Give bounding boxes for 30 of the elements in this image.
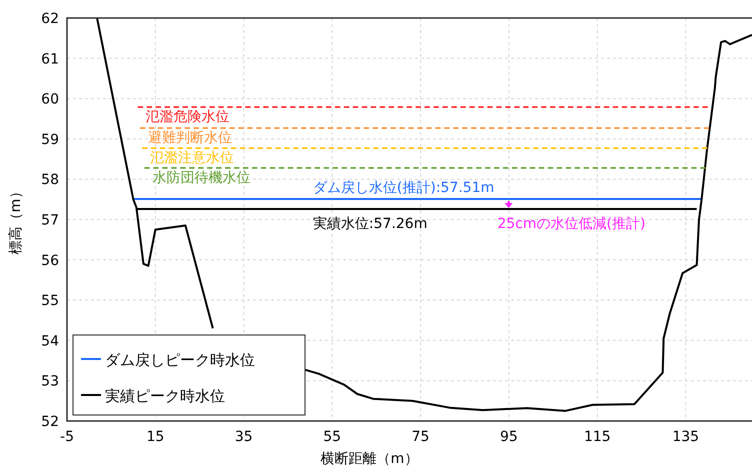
y-tick-label: 56 xyxy=(41,252,60,269)
series-label: 氾濫注意水位 xyxy=(150,150,234,166)
x-tick-label: 55 xyxy=(323,429,342,445)
y-tick-label: 60 xyxy=(41,92,59,108)
x-tick-label: 75 xyxy=(412,429,430,445)
y-tick-label: 54 xyxy=(41,333,60,350)
y-tick-label: 58 xyxy=(41,172,59,188)
y-tick-label: 59 xyxy=(41,132,59,148)
legend-label: 実績ピーク時水位 xyxy=(105,387,225,405)
x-axis-title: 横断距離（m） xyxy=(320,451,418,467)
annotation: 25cmの水位低減(推計) xyxy=(497,216,646,232)
y-tick-label: 52 xyxy=(41,414,59,430)
x-tick-label: 135 xyxy=(672,429,700,445)
series-label: 水防団待機水位 xyxy=(152,170,250,186)
x-tick-label: 35 xyxy=(234,429,253,445)
x-tick-label: 15 xyxy=(146,429,164,445)
y-tick-label: 62 xyxy=(41,11,59,27)
legend-label: ダム戻しピーク時水位 xyxy=(105,351,255,369)
annotation: ダム戻し水位(推計):57.51m xyxy=(312,180,494,196)
y-axis-title: 標高（m） xyxy=(8,184,24,254)
series-label: 氾濫危険水位 xyxy=(146,109,230,126)
x-tick-label: 115 xyxy=(584,429,611,445)
series-label: 避難判断水位 xyxy=(148,130,232,146)
annotation: 実績水位:57.26m xyxy=(312,216,428,232)
y-tick-label: 57 xyxy=(41,212,59,228)
y-tick-label: 55 xyxy=(41,293,59,310)
x-tick-label: 95 xyxy=(500,429,518,445)
y-tick-label: 61 xyxy=(41,51,59,68)
y-tick-label: 53 xyxy=(41,374,59,390)
x-tick-label: -5 xyxy=(60,429,74,445)
